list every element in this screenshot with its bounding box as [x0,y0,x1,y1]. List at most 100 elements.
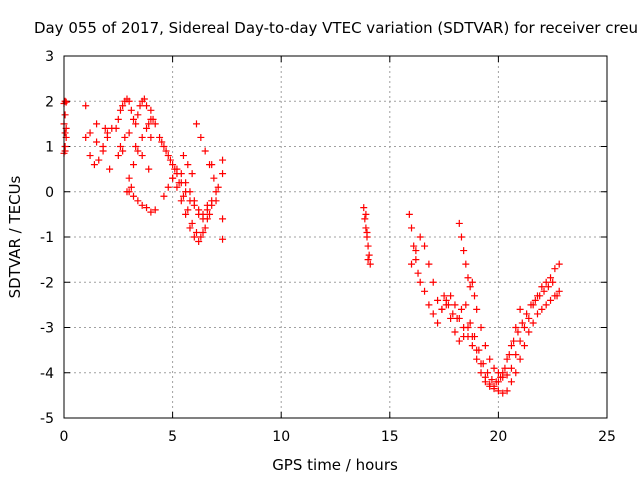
data-point [538,283,546,291]
data-point [132,143,140,150]
data-point [136,102,144,110]
data-point [512,351,520,359]
data-point [544,283,552,291]
data-point [125,129,133,137]
data-point [414,269,422,277]
data-point [86,152,94,160]
data-point [175,179,183,187]
data-point [132,120,140,128]
data-point [468,342,476,350]
data-point [505,351,513,359]
x-tick-label: 5 [168,429,177,445]
data-point [147,208,155,216]
data-point [547,274,555,282]
data-point [520,342,528,350]
data-point [186,188,194,196]
data-points [60,95,563,397]
data-point [179,192,187,200]
data-point [464,324,472,331]
data-point [490,382,498,390]
data-point [208,161,216,169]
data-point [192,120,200,128]
y-tick-label: -3 [40,321,54,337]
data-point [507,364,515,372]
data-point [212,197,220,205]
data-point [434,319,442,327]
data-point [516,337,524,345]
data-point [130,192,138,200]
series-seg-g [160,161,216,218]
grid-lines [64,56,607,418]
data-point [410,242,418,250]
data-point [529,319,537,327]
data-point [514,328,522,336]
data-point [190,197,198,205]
data-point [61,97,69,105]
data-point [405,210,413,218]
data-point [533,310,541,318]
data-point [147,133,155,141]
data-point [114,115,122,123]
data-point [82,133,90,141]
data-point [103,133,111,141]
series-seg-i [405,210,524,393]
data-point [199,228,207,236]
data-point [95,156,103,164]
data-point [466,319,474,327]
x-tick-label: 20 [489,429,507,445]
data-point [364,256,372,264]
data-point [525,328,533,336]
data-point [210,174,218,182]
data-point [145,120,153,128]
data-point [219,215,227,223]
data-point [549,278,557,286]
data-point [408,224,416,232]
data-point [219,235,227,243]
x-tick-label: 15 [381,429,399,445]
data-point [510,337,518,345]
data-point [525,314,533,322]
data-point [145,165,153,173]
y-tick-label: -2 [40,275,54,291]
data-point [475,346,483,354]
data-point [473,305,481,313]
x-tick-label: 25 [598,429,616,445]
data-point [364,242,372,250]
data-point [61,129,69,137]
data-point [86,129,94,137]
x-tick-label: 0 [60,429,69,445]
data-point [186,224,194,232]
x-tick-label: 10 [272,429,290,445]
data-point [127,183,135,191]
data-point [151,206,159,214]
data-point [164,183,172,191]
data-point [416,233,424,241]
data-point [477,324,485,331]
data-point [164,152,172,160]
y-tick-label: -4 [40,366,54,382]
data-point [166,156,174,164]
data-point [451,328,459,336]
data-point [114,152,122,160]
data-point [106,165,114,173]
data-point [173,165,181,173]
data-point [421,287,429,295]
data-point [184,206,192,214]
data-point [473,355,481,363]
data-point [481,373,489,381]
data-point [130,161,138,169]
data-point [447,292,455,300]
data-point [412,247,420,255]
data-point [195,238,203,246]
data-point [195,206,203,214]
data-point [551,265,559,273]
data-point [503,387,511,395]
data-point [486,380,494,388]
data-point [462,260,470,268]
data-point [169,174,177,182]
series-seg-l [440,278,561,386]
data-point [158,138,166,146]
data-point [457,233,465,241]
data-point [408,260,416,268]
